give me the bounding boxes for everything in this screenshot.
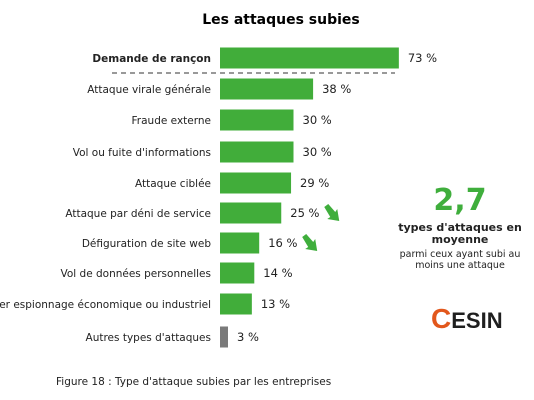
category-label-defiguration-de-site-web: Défiguration de site web [82,238,211,250]
value-label-attaque-virale-generale: 38 % [322,82,351,96]
bar-attaque-ciblee [220,172,292,194]
value-label-demande-de-rancon: 73 % [408,51,437,65]
category-label-attaque-ciblee: Attaque ciblée [135,178,211,190]
category-label-fraude-externe: Fraude externe [132,115,211,127]
average-attack-types-label: types d'attaques en moyenne [398,221,522,246]
value-label-vol-de-donnees-personnelles: 14 % [263,266,292,280]
bar-attaque-par-deni-de-service [220,202,282,224]
category-label-cyber-espionnage-economique-ou-industriel: Cyber espionnage économique ou industrie… [0,299,211,311]
bar-cyber-espionnage-economique-ou-industriel [220,293,252,315]
bar-attaque-virale-generale [220,78,314,100]
value-label-attaque-par-deni-de-service: 25 % [290,206,319,220]
value-label-autres-types-d-attaques: 3 % [237,330,259,344]
category-label-attaque-virale-generale: Attaque virale générale [87,84,211,96]
bar-demande-de-rancon [220,47,399,69]
category-label-attaque-par-deni-de-service: Attaque par déni de service [65,208,211,220]
trend-down-arrow-icon [302,234,318,251]
chart-title: Les attaques subies [202,12,360,28]
value-label-defiguration-de-site-web: 16 % [268,236,297,250]
category-label-demande-de-rancon: Demande de rançon [92,53,211,65]
average-attack-types-value: 2,7 [433,183,487,218]
cesin-logo-c: C [431,303,452,334]
category-label-vol-ou-fuite-d-informations: Vol ou fuite d'informations [73,147,211,159]
average-attack-types-sublabel: parmi ceux ayant subi au moins une attaq… [399,249,521,271]
value-label-fraude-externe: 30 % [303,113,332,127]
trend-down-arrow-icon [324,204,340,221]
bar-vol-de-donnees-personnelles [220,262,255,284]
bar-vol-ou-fuite-d-informations [220,141,294,163]
figure-caption: Figure 18 : Type d'attaque subies par le… [56,376,332,388]
cesin-logo-text: ESIN [451,308,503,333]
value-label-attaque-ciblee: 29 % [300,176,329,190]
category-label-vol-de-donnees-personnelles: Vol de données personnelles [60,268,211,280]
value-label-vol-ou-fuite-d-informations: 30 % [303,145,332,159]
bar-fraude-externe [220,109,294,131]
category-label-autres-types-d-attaques: Autres types d'attaques [86,332,211,344]
bar-defiguration-de-site-web [220,232,260,254]
value-label-cyber-espionnage-economique-ou-industriel: 13 % [261,297,290,311]
bar-autres-types-d-attaques [220,326,228,348]
cesin-logo: CESIN [431,304,503,334]
